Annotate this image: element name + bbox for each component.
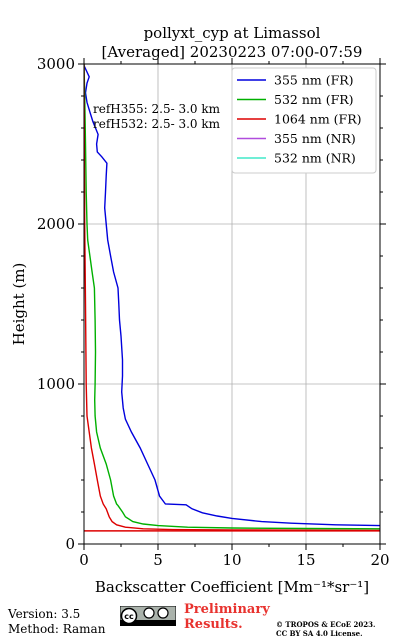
chart-title-line1: pollyxt_cyp at Limassol: [144, 24, 321, 42]
copyright-line2: CC BY SA 4.0 License.: [276, 629, 363, 638]
series-line: [84, 64, 380, 532]
legend-label: 532 nm (NR): [274, 151, 356, 166]
copyright-line1: © TROPOS & ECoE 2023.: [276, 620, 376, 629]
y-axis-label: Height (m): [10, 263, 28, 346]
preliminary-line1: Preliminary: [184, 602, 270, 617]
y-tick-label: 3000: [37, 55, 75, 73]
cc-by-sa-logo: cc: [120, 606, 176, 626]
x-tick-label: 10: [222, 551, 241, 569]
copyright-text: © TROPOS & ECoE 2023. CC BY SA 4.0 Licen…: [276, 620, 375, 638]
x-tick-label: 15: [296, 551, 315, 569]
legend-box: [231, 67, 377, 174]
y-tick-label: 1000: [37, 375, 75, 393]
preliminary-line2: Results.: [184, 617, 243, 632]
preliminary-results-text: Preliminary Results.: [184, 602, 270, 632]
legend: 355 nm (FR) 532 nm (FR) 1064 nm (FR) 355 nm…: [231, 67, 377, 174]
annotation-refh532: refH532: 2.5- 3.0 km: [93, 117, 221, 131]
legend-label: 355 nm (FR): [274, 73, 354, 88]
series-line: [84, 65, 380, 527]
method-text: Method: Raman: [8, 622, 106, 636]
x-tick-label: 5: [153, 551, 163, 569]
x-tick-label: 0: [79, 551, 89, 569]
y-tick-label: 2000: [37, 215, 75, 233]
version-text: Version: 3.5: [8, 607, 81, 621]
x-tick-label: 20: [370, 551, 389, 569]
legend-label: 532 nm (FR): [274, 92, 354, 107]
y-tick-label: 0: [65, 535, 75, 553]
x-axis-label: Backscatter Coefficient [Mm⁻¹*sr⁻¹]: [95, 578, 369, 596]
series-lines: [84, 64, 380, 532]
svg-text:cc: cc: [124, 612, 134, 621]
legend-label: 355 nm (NR): [274, 131, 356, 146]
annotation-refh355: refH355: 2.5- 3.0 km: [93, 102, 221, 116]
legend-label: 1064 nm (FR): [274, 112, 362, 127]
chart-title-line2: [Averaged] 20230223 07:00-07:59: [102, 43, 363, 61]
series-line: [84, 64, 380, 530]
axis-ticks: 0 5 10 15 20 0 1000 2000 3000: [37, 55, 390, 569]
